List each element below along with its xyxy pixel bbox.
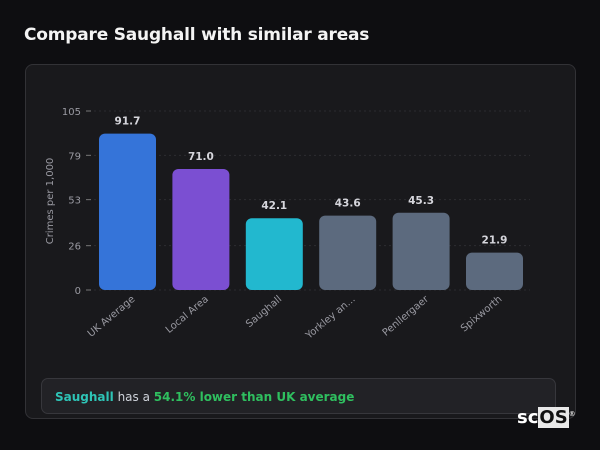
bar bbox=[245, 218, 303, 290]
y-tick-label: 105 bbox=[62, 107, 81, 118]
y-axis-label: Crimes per 1,000 bbox=[45, 158, 56, 245]
scos-logo: scOS® bbox=[517, 407, 576, 428]
data-label: 21.9 bbox=[482, 235, 508, 247]
bar bbox=[319, 215, 377, 290]
logo-text-os: OS bbox=[538, 407, 569, 428]
x-tick-label: Yorkley an... bbox=[303, 294, 357, 342]
summary-area: Saughall bbox=[55, 390, 114, 404]
summary-highlight: 54.1% lower than UK average bbox=[153, 390, 355, 404]
data-label: 42.1 bbox=[261, 200, 287, 212]
logo-text: sc bbox=[517, 407, 539, 428]
y-tick-label: 0 bbox=[75, 286, 81, 297]
x-tick-label: Local Area bbox=[164, 294, 211, 336]
data-label: 91.7 bbox=[115, 116, 141, 128]
y-tick-label: 26 bbox=[68, 242, 81, 253]
bar bbox=[392, 212, 450, 290]
bar bbox=[466, 252, 523, 290]
data-label: 45.3 bbox=[408, 195, 434, 207]
bar bbox=[172, 168, 230, 290]
x-tick-label: UK Average bbox=[86, 294, 138, 340]
summary-box: Saughall has a 54.1% lower than UK avera… bbox=[41, 378, 556, 414]
page-title: Compare Saughall with similar areas bbox=[24, 25, 370, 45]
x-tick-label: Penllergaer bbox=[381, 293, 432, 338]
x-tick-label: Saughall bbox=[244, 294, 284, 330]
bar bbox=[99, 133, 156, 290]
logo-mark: ® bbox=[568, 410, 576, 418]
y-tick-label: 53 bbox=[68, 196, 81, 207]
y-tick-label: 79 bbox=[68, 151, 81, 162]
x-tick-label: Spixworth bbox=[459, 294, 504, 335]
data-label: 43.6 bbox=[335, 198, 361, 210]
data-label: 71.0 bbox=[188, 151, 214, 163]
summary-text: has a bbox=[113, 390, 154, 404]
